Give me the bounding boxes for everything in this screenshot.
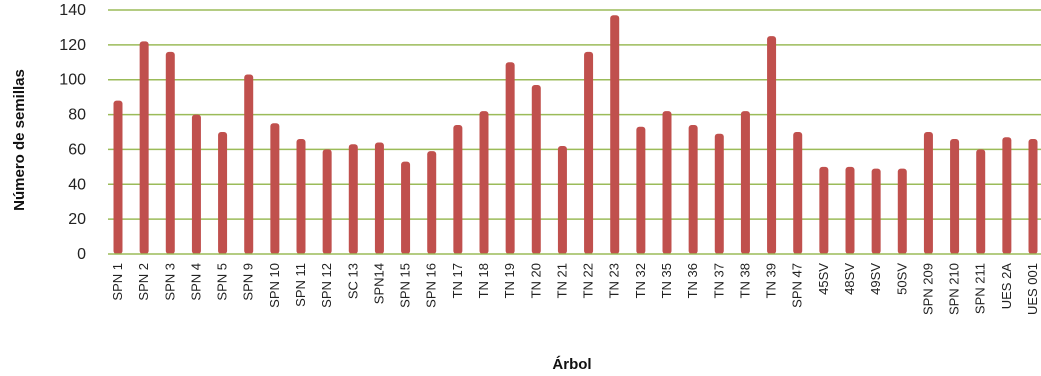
bar bbox=[688, 125, 698, 255]
x-tick-label: SPN 209 bbox=[920, 263, 935, 315]
bar bbox=[767, 36, 777, 255]
x-tick-label: TN 32 bbox=[633, 263, 648, 298]
x-tick-label: TN 35 bbox=[659, 263, 674, 298]
y-tick-label: 80 bbox=[68, 107, 86, 124]
x-tick-label: TN 17 bbox=[450, 263, 465, 298]
y-tick-label: 40 bbox=[68, 176, 86, 193]
bar bbox=[191, 114, 201, 254]
y-tick-label: 0 bbox=[77, 246, 86, 263]
bar bbox=[427, 151, 437, 254]
x-tick-label: TN 18 bbox=[476, 263, 491, 298]
bar bbox=[1028, 138, 1038, 254]
y-tick-label: 60 bbox=[68, 141, 86, 158]
bar bbox=[296, 138, 306, 254]
x-tick-label: SPN 210 bbox=[947, 263, 962, 315]
x-tick-label: 50SV bbox=[894, 263, 909, 295]
bar bbox=[531, 84, 541, 254]
x-tick-label: SPN 5 bbox=[215, 263, 230, 301]
x-tick-label: 45SV bbox=[816, 263, 831, 295]
x-tick-label: SPN 1 bbox=[110, 263, 125, 301]
y-tick-label: 120 bbox=[59, 37, 86, 54]
x-tick-label: SC 13 bbox=[345, 263, 360, 299]
bars bbox=[113, 15, 1038, 255]
bar bbox=[740, 111, 750, 254]
x-axis-ticks: SPN 1 SPN 2 SPN 3 SPN 4 SPN 5 SPN 9 SPN 10 SPN … bbox=[110, 263, 1040, 315]
bar bbox=[636, 126, 646, 254]
x-tick-label: TN 38 bbox=[737, 263, 752, 298]
bar bbox=[662, 111, 672, 254]
x-tick-label: SPN 11 bbox=[293, 263, 308, 307]
gridlines bbox=[108, 9, 1041, 220]
x-tick-label: SPN 2 bbox=[136, 263, 151, 301]
bar bbox=[923, 132, 933, 254]
bar bbox=[793, 132, 803, 254]
x-tick-label: SPN 15 bbox=[398, 263, 413, 308]
bar bbox=[610, 15, 620, 254]
bar bbox=[270, 123, 280, 255]
x-tick-label: SPN14 bbox=[371, 263, 386, 304]
x-tick-label: UES 001 bbox=[1025, 263, 1040, 315]
x-tick-label: TN 23 bbox=[607, 263, 622, 298]
bar bbox=[374, 142, 384, 254]
x-axis-title: Árbol bbox=[552, 356, 591, 373]
bar bbox=[557, 145, 567, 254]
y-tick-label: 20 bbox=[68, 211, 86, 228]
x-tick-label: SPN 47 bbox=[790, 263, 805, 308]
x-tick-label: SPN 211 bbox=[973, 263, 988, 314]
y-tick-label: 140 bbox=[59, 2, 86, 19]
x-tick-label: 49SV bbox=[868, 263, 883, 295]
bar bbox=[584, 51, 594, 255]
bar bbox=[244, 74, 254, 254]
x-tick-label: UES 2A bbox=[999, 263, 1014, 310]
x-tick-label: TN 39 bbox=[764, 263, 779, 298]
bar bbox=[505, 62, 515, 255]
x-tick-label: TN 22 bbox=[581, 263, 596, 298]
x-tick-label: SPN 16 bbox=[424, 263, 439, 308]
y-axis-ticks: 0 20 40 60 80 100 120 140 bbox=[59, 2, 86, 263]
bar bbox=[871, 168, 881, 254]
x-tick-label: SPN 4 bbox=[188, 263, 203, 301]
bar bbox=[218, 132, 228, 254]
bar bbox=[479, 111, 489, 254]
x-tick-label: TN 20 bbox=[528, 263, 543, 298]
bar bbox=[976, 149, 986, 254]
y-axis-title: Número de semillas bbox=[11, 69, 28, 211]
y-tick-label: 100 bbox=[59, 72, 86, 89]
bar bbox=[453, 125, 463, 255]
x-tick-label: TN 19 bbox=[502, 263, 517, 298]
x-tick-label: SPN 12 bbox=[319, 263, 334, 308]
bar bbox=[113, 100, 123, 254]
x-tick-label: SPN 3 bbox=[162, 263, 177, 301]
x-tick-label: TN 21 bbox=[554, 263, 569, 298]
bar bbox=[322, 149, 332, 254]
x-tick-label: TN 36 bbox=[685, 263, 700, 298]
bar bbox=[819, 166, 829, 254]
bar bbox=[401, 161, 411, 254]
bar bbox=[714, 133, 724, 254]
bar bbox=[845, 166, 855, 254]
bar bbox=[165, 51, 175, 255]
x-tick-label: SPN 9 bbox=[241, 263, 256, 301]
x-tick-label: 48SV bbox=[842, 263, 857, 295]
bar bbox=[897, 168, 907, 254]
bar bbox=[139, 41, 149, 254]
x-tick-label: SPN 10 bbox=[267, 263, 282, 308]
bar bbox=[348, 144, 358, 254]
x-tick-label: TN 37 bbox=[711, 263, 726, 298]
bar bbox=[950, 138, 960, 254]
bar bbox=[1002, 137, 1012, 254]
